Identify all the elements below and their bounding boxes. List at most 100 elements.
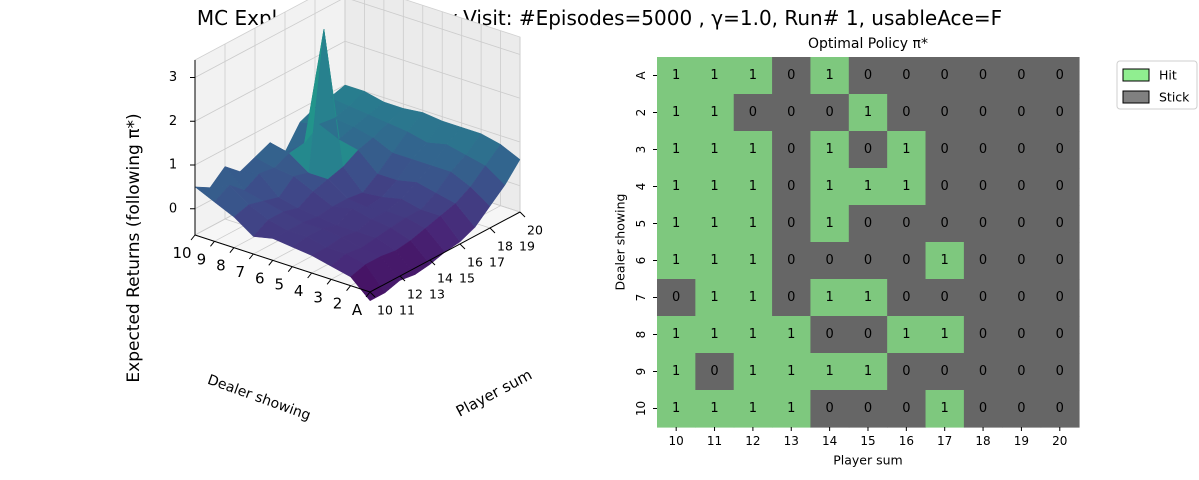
y-tick-label: 9 — [197, 250, 207, 268]
heatmap-cell-label: 0 — [1056, 290, 1064, 305]
x-tick-label: 11 — [399, 303, 415, 318]
heatmap-cell-label: 0 — [979, 68, 987, 83]
heatmap-cell — [810, 205, 850, 243]
heatmap-cell-label: 0 — [941, 105, 949, 120]
heatmap-cell — [657, 168, 696, 206]
heatmap-cell-label: 0 — [1056, 68, 1064, 83]
heatmap-cell — [963, 131, 1003, 169]
heatmap-cell — [657, 131, 696, 169]
heatmap-cell — [657, 242, 696, 280]
heatmap-y-axis-label: Dealer showing — [613, 194, 628, 291]
x-tick-mark — [489, 227, 496, 234]
heatmap-cell — [695, 242, 735, 280]
y-tick-mark — [307, 272, 313, 279]
heatmap-cell-label: 1 — [864, 290, 872, 305]
heatmap-cell-label: 1 — [749, 179, 757, 194]
x-tick-label: 19 — [519, 239, 535, 254]
y-tick-mark — [190, 234, 196, 241]
heatmap-cell — [733, 279, 773, 317]
y-tick-mark — [210, 241, 215, 247]
heatmap-cell-label: 1 — [825, 142, 833, 157]
heatmap-cell-label: 0 — [902, 253, 910, 268]
y-tick-label: 6 — [255, 269, 265, 287]
heatmap-cell-label: 0 — [1017, 68, 1025, 83]
heatmap-cell — [1040, 205, 1080, 243]
x-tick-label: 17 — [489, 255, 505, 270]
heatmap-cell — [925, 205, 965, 243]
heatmap-cell-label: 0 — [1056, 327, 1064, 342]
x-tick-label: 15 — [459, 271, 475, 286]
heatmap-cell-label: 0 — [902, 401, 910, 416]
heatmap-cell-label: 0 — [787, 290, 795, 305]
heatmap-cell — [925, 316, 965, 354]
heatmap-cell-label: 1 — [749, 216, 757, 231]
heatmap-cell-label: 0 — [1056, 142, 1064, 157]
heatmap-cell-label: 0 — [1056, 179, 1064, 194]
z-gridline — [344, 40, 521, 99]
y-tick-label: 6 — [634, 257, 648, 265]
heatmap-cell — [848, 279, 888, 317]
heatmap-cell-label: 0 — [1017, 179, 1025, 194]
x-tick-label: 20 — [1052, 434, 1067, 448]
heatmap-cell — [1002, 242, 1042, 280]
heatmap-cell-label: 1 — [749, 364, 757, 379]
z-tick-label: 2 — [169, 114, 177, 129]
heatmap-cell-label: 0 — [864, 401, 872, 416]
heatmap-cell-label: 1 — [672, 327, 680, 342]
heatmap-cell-label: 0 — [1056, 364, 1064, 379]
heatmap-cell — [887, 205, 927, 243]
y-tick-label: A — [352, 301, 363, 319]
heatmap-cell-label: 0 — [902, 216, 910, 231]
y-tick-label: 2 — [634, 109, 648, 117]
heatmap-cell — [1040, 316, 1080, 354]
heatmap-title: Optimal Policy π* — [808, 36, 928, 52]
y-tick-label: 5 — [634, 220, 648, 228]
heatmap-cell-label: 1 — [710, 253, 718, 268]
z-tick-label: 0 — [169, 201, 177, 216]
heatmap-cell — [848, 168, 888, 206]
heatmap-cell — [1002, 168, 1042, 206]
y-tick-label: 2 — [333, 295, 343, 313]
heatmap-cell — [733, 131, 773, 169]
heatmap-cell-label: 1 — [672, 179, 680, 194]
heatmap-cell-label: 1 — [825, 216, 833, 231]
heatmap-cell — [733, 316, 773, 354]
heatmap-cell — [887, 353, 927, 391]
heatmap-cell-label: 1 — [787, 364, 795, 379]
heatmap-cell — [733, 390, 773, 428]
heatmap-cell — [887, 316, 927, 354]
heatmap-cell — [772, 94, 812, 132]
heatmap-cell-label: 0 — [1056, 105, 1064, 120]
x-axis-line — [369, 211, 521, 293]
y-tick-label: 4 — [634, 183, 648, 191]
heatmap-cell-label: 0 — [787, 179, 795, 194]
heatmap-cell-label: 1 — [902, 142, 910, 157]
heatmap-cell — [695, 57, 735, 95]
x-tick-label: 17 — [937, 434, 952, 448]
heatmap-cell-label: 0 — [941, 179, 949, 194]
heatmap-cell-label: 0 — [941, 216, 949, 231]
heatmap-cell — [848, 316, 888, 354]
heatmap-cell-label: 1 — [787, 401, 795, 416]
surface-facet — [485, 144, 521, 186]
heatmap-cell — [657, 205, 696, 243]
heatmap-cell-label: 1 — [864, 364, 872, 379]
x-tick-mark — [519, 211, 526, 218]
heatmap-cell — [887, 57, 927, 95]
y-axis-line — [194, 234, 371, 293]
heatmap-cell-label: 1 — [825, 68, 833, 83]
heatmap-cell-label: 0 — [902, 290, 910, 305]
heatmap-cell-label: 0 — [979, 179, 987, 194]
x-tick-label: 13 — [429, 287, 445, 302]
heatmap-cell-label: 0 — [1056, 216, 1064, 231]
heatmap-cell-label: 0 — [787, 142, 795, 157]
heatmap-cell-label: 1 — [864, 105, 872, 120]
heatmap-cell-label: 1 — [941, 253, 949, 268]
y-tick-mark — [229, 247, 235, 253]
heatmap-cell-label: 0 — [979, 105, 987, 120]
heatmap-cell — [1002, 279, 1042, 317]
heatmap-cell — [887, 279, 927, 317]
heatmap-cell — [810, 242, 850, 280]
heatmap-cell — [695, 131, 735, 169]
